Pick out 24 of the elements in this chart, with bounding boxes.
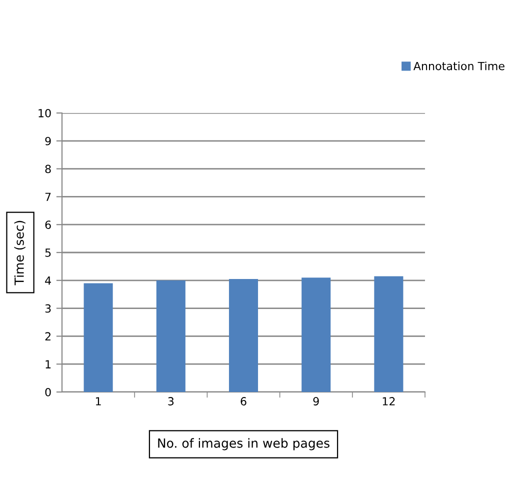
- y-axis-title: Time (sec): [14, 220, 26, 286]
- y-tick-label: 2: [45, 332, 50, 340]
- y-tick-label: 4: [45, 276, 51, 285]
- y-tick-label: 0: [45, 388, 51, 396]
- bar: [374, 276, 404, 392]
- bar: [156, 280, 186, 392]
- x-tick-label: 1: [96, 397, 101, 406]
- y-tick-label: 1: [46, 360, 51, 368]
- x-tick-label: 12: [382, 397, 395, 406]
- y-tick-label: 7: [45, 192, 51, 201]
- y-tick-label: 6: [45, 220, 51, 229]
- x-tick-label: 9: [313, 397, 319, 406]
- x-tick-label: 6: [240, 397, 246, 406]
- y-tick-label: 9: [45, 136, 51, 146]
- bar: [84, 283, 113, 392]
- x-axis-title: No. of images in web pages: [158, 438, 330, 450]
- y-tick-label: 8: [45, 164, 51, 174]
- bar: [302, 278, 331, 392]
- y-tick-label: 3: [45, 304, 51, 313]
- legend-label: Annotation Time: [413, 62, 504, 70]
- x-tick-label: 3: [168, 397, 174, 406]
- y-tick-label: 10: [38, 108, 51, 118]
- y-tick-label: 5: [45, 248, 51, 257]
- bar: [228, 279, 258, 392]
